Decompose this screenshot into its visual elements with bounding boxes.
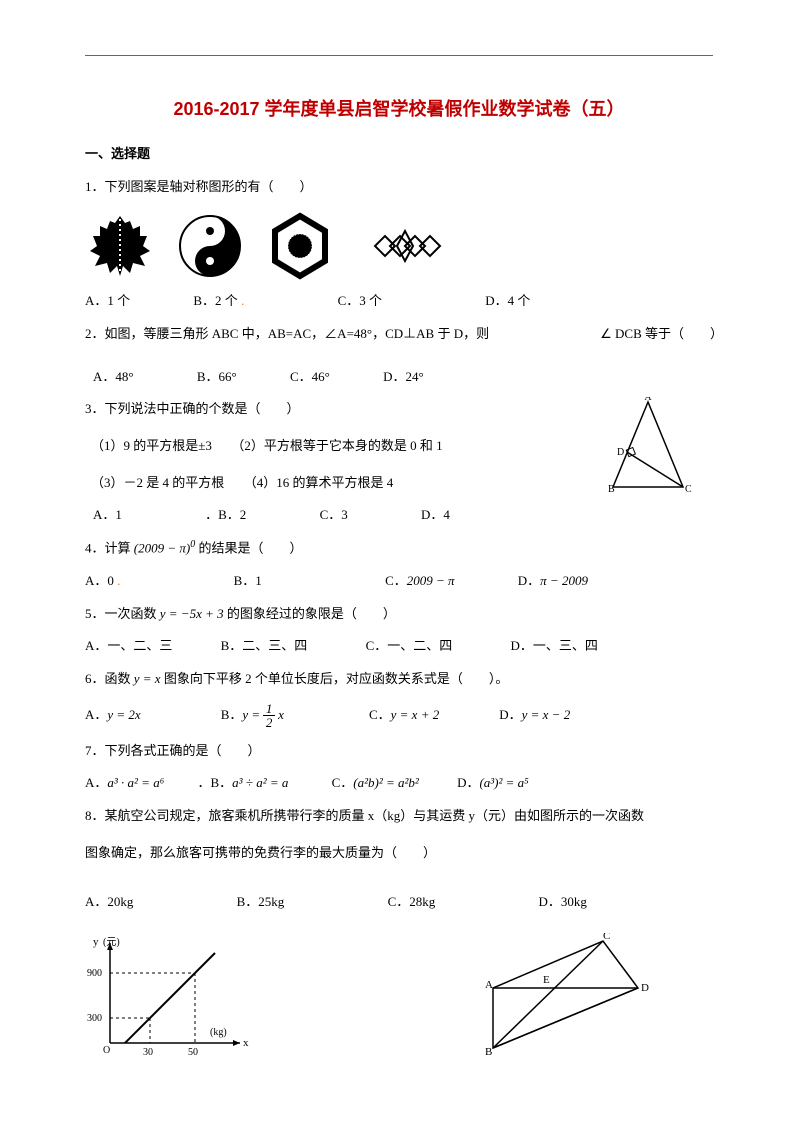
q1-optD: D．4 个 (485, 291, 530, 312)
q7-optC: C．(a²b)² = a²b² (332, 773, 419, 794)
q8-optC: C．28kg (388, 892, 436, 913)
q6-optB: B． y = 1 2 x (221, 702, 284, 729)
svg-text:C: C (685, 484, 692, 495)
q1-optC: C．3 个 (338, 291, 382, 312)
q8-quad-figure: A B C D E (473, 933, 673, 1063)
q7-optD: D．(a³)² = a⁵ (457, 773, 529, 794)
q2-triangle-figure: A B C D (603, 397, 693, 504)
q4-pre: 4．计算 (85, 540, 131, 555)
question-7: 7．下列各式正确的是（ ） (85, 737, 713, 766)
q6-post: 图象向下平移 2 个单位长度后，对应函数关系式是（ ）。 (164, 671, 509, 686)
q4-post: 的结果是（ ） (198, 540, 302, 555)
svg-text:D: D (641, 982, 649, 994)
q3-optA: A．1 (93, 505, 122, 526)
svg-text:x: x (243, 1037, 249, 1049)
q8-optD: D．30kg (538, 892, 586, 913)
q1-optA: A．1 个 (85, 291, 130, 312)
diamonds-icon (355, 221, 455, 271)
q6-optC: C．y = x + 2 (369, 705, 439, 726)
question-8-l2: 图象确定，那么旅客可携带的免费行李的最大质量为（ ） (85, 839, 713, 868)
q4-optA: A．0 . (85, 571, 120, 592)
q4-expr: (2009 − π) (134, 540, 190, 555)
svg-text:50: 50 (188, 1047, 198, 1058)
q1-optB: B．2 个 . (193, 291, 244, 312)
yinyang-icon (175, 211, 245, 281)
q1-text: 1．下列图案是轴对称图形的有（ ） (85, 179, 313, 194)
svg-text:O: O (103, 1045, 110, 1056)
leaf-icon (85, 211, 155, 281)
svg-text:900: 900 (87, 968, 102, 979)
q3-optC: C．3 (320, 505, 348, 526)
q3-optD: D．4 (421, 505, 450, 526)
q8-line-chart: y (元) x (kg) O 300 900 30 50 (85, 933, 255, 1063)
q2-tail: ∠ DCB 等于（ ） (600, 320, 723, 349)
svg-text:E: E (543, 974, 550, 986)
q7-options: A．a³ · a² = a⁶ ．B．a³ ÷ a² = a C．(a²b)² =… (85, 773, 713, 794)
svg-text:(kg): (kg) (210, 1027, 227, 1038)
svg-text:A: A (644, 397, 652, 403)
section-heading: 一、选择题 (85, 144, 713, 165)
svg-text:(元): (元) (103, 937, 120, 948)
q4-options: A．0 . B．1 C．2009 − π D．π − 2009 (85, 571, 713, 592)
q5-pre: 5．一次函数 (85, 606, 160, 621)
question-1: 1．下列图案是轴对称图形的有（ ） (85, 173, 713, 202)
q5-optA: A．一、二、三 (85, 636, 172, 657)
q7-optA: A．a³ · a² = a⁶ (85, 773, 164, 794)
svg-text:A: A (485, 979, 493, 991)
q6-optA: A．y = 2x (85, 705, 141, 726)
question-4: 4．计算 (2009 − π)0 的结果是（ ） (85, 534, 713, 563)
q2-options: A．48° B．66° C．46° D．24° (85, 367, 713, 388)
svg-text:C: C (603, 933, 610, 942)
q5-expr: y = −5x + 3 (160, 606, 224, 621)
hexagon-icon (265, 211, 335, 281)
q6-options: A．y = 2x B． y = 1 2 x C．y = x + 2 D．y = … (85, 702, 713, 729)
q6-optD: D．y = x − 2 (499, 705, 570, 726)
q5-post: 的图象经过的象限是（ ） (227, 606, 396, 621)
q2-optC: C．46° (290, 367, 330, 388)
q2-text: 2．如图，等腰三角形 ABC 中，AB=AC，∠A=48°，CD⊥AB 于 D，… (85, 326, 489, 341)
svg-text:B: B (485, 1046, 492, 1058)
q8-optA: A．20kg (85, 892, 133, 913)
svg-text:y: y (93, 936, 99, 948)
svg-text:30: 30 (143, 1047, 153, 1058)
q3-optB: ．B．2 (205, 505, 246, 526)
question-5: 5．一次函数 y = −5x + 3 的图象经过的象限是（ ） (85, 600, 713, 629)
question-8-l1: 8．某航空公司规定，旅客乘机所携带行李的质量 x（kg）与其运费 y（元）由如图… (85, 802, 713, 831)
q8-options: A．20kg B．25kg C．28kg D．30kg (85, 892, 713, 913)
q6-pre: 6．函数 (85, 671, 134, 686)
svg-text:300: 300 (87, 1013, 102, 1024)
question-6: 6．函数 y = x 图象向下平移 2 个单位长度后，对应函数关系式是（ ）。 (85, 665, 713, 694)
svg-text:B: B (608, 484, 615, 495)
q6-expr: y = x (134, 671, 161, 686)
q4-exp: 0 (190, 539, 195, 550)
q2-optB: B．66° (197, 367, 237, 388)
svg-text:D: D (617, 447, 624, 458)
page-title: 2016-2017 学年度单县启智学校暑假作业数学试卷（五） (85, 95, 713, 124)
q1-figures (85, 211, 713, 281)
q5-options: A．一、二、三 B．二、三、四 C．一、二、四 D．一、三、四 (85, 636, 713, 657)
q2-optA: A．48° (93, 367, 134, 388)
q1-options: A．1 个 B．2 个 . C．3 个 D．4 个 (85, 291, 713, 312)
q4-optC: C．2009 − π (385, 571, 454, 592)
q4-optB: B．1 (234, 571, 262, 592)
q4-optD: D．π − 2009 (518, 571, 588, 592)
q5-optD: D．一、三、四 (510, 636, 597, 657)
q3-options: A．1 ．B．2 C．3 D．4 (85, 505, 713, 526)
question-2: 2．如图，等腰三角形 ABC 中，AB=AC，∠A=48°，CD⊥AB 于 D，… (85, 320, 713, 349)
q5-optB: B．二、三、四 (221, 636, 308, 657)
q2-optD: D．24° (383, 367, 424, 388)
q8-optB: B．25kg (237, 892, 285, 913)
q5-optC: C．一、二、四 (366, 636, 453, 657)
q7-optB: ．B．a³ ÷ a² = a (197, 773, 288, 794)
